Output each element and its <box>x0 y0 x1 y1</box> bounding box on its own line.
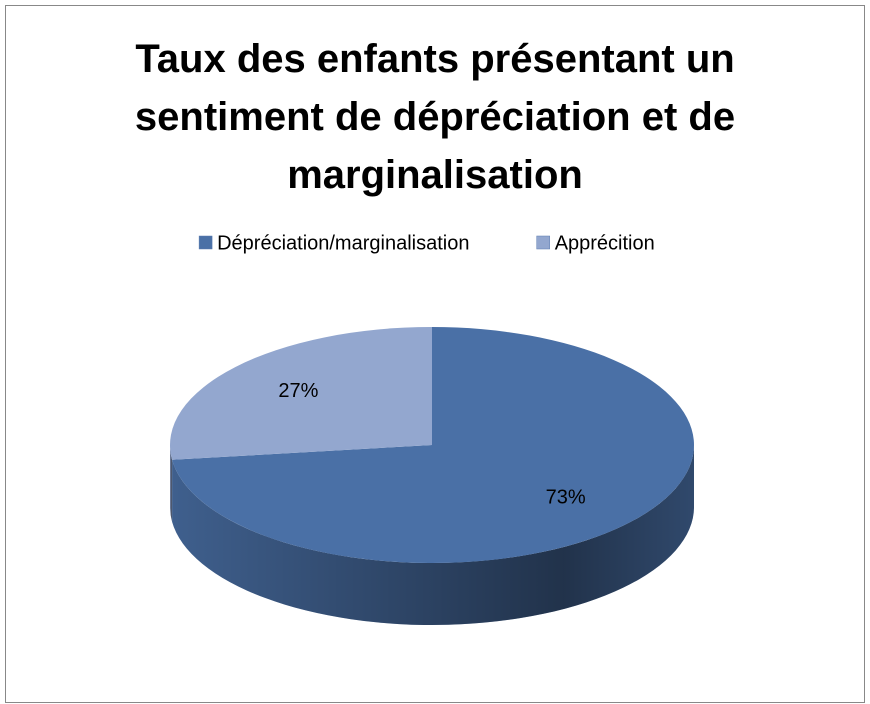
chart-title: Taux des enfants présentant un sentiment… <box>134 37 736 197</box>
data-label: 27% <box>278 380 318 402</box>
legend-swatch <box>536 235 550 250</box>
pie-side-shade <box>170 445 173 522</box>
chart-border <box>5 5 865 703</box>
pie-slice <box>170 327 432 460</box>
legend-label: Apprécition <box>555 232 655 254</box>
pie-side-shade <box>172 445 695 626</box>
pie-slice <box>172 327 695 563</box>
data-label: 73% <box>546 486 586 508</box>
legend-label: Dépréciation/marginalisation <box>217 232 469 254</box>
legend-swatch <box>198 235 213 250</box>
